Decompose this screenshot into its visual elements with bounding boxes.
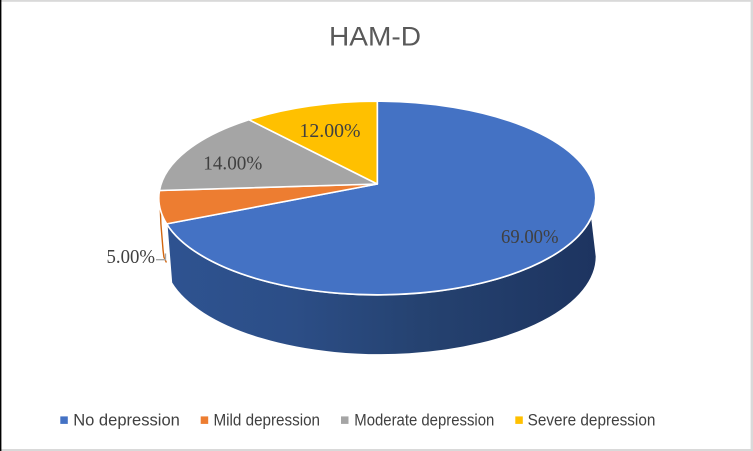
svg-text:Moderate depression: Moderate depression [354, 411, 494, 430]
svg-text:12.00%: 12.00% [300, 120, 361, 142]
svg-text:Mild depression: Mild depression [214, 411, 321, 430]
svg-text:HAM-D: HAM-D [329, 22, 421, 52]
svg-text:69.00%: 69.00% [501, 226, 559, 248]
svg-text:14.00%: 14.00% [203, 153, 262, 175]
svg-text:No depression: No depression [73, 411, 180, 430]
svg-text:5.00%: 5.00% [107, 246, 156, 268]
svg-text:Severe depression: Severe depression [528, 411, 656, 430]
